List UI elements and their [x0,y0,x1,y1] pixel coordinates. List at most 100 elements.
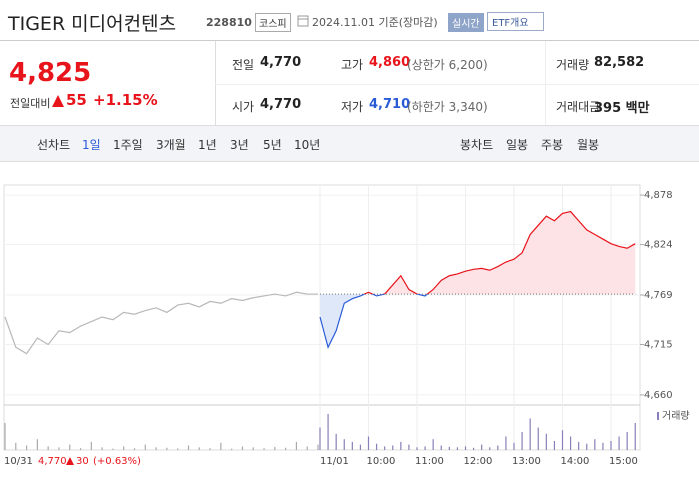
divider [215,41,216,125]
stat-label: 거래량 [556,58,590,72]
calendar-icon [297,15,309,27]
volume-bar [561,430,564,450]
volume-bar [586,443,588,450]
volume-bar [187,445,190,450]
x-label: 15:00 [609,456,638,467]
period-tab[interactable]: 5년 [263,138,282,152]
volume-bar [569,436,572,450]
y-tick-label: 4,715 [644,340,673,351]
volume-bar [4,423,6,450]
volume-bar [448,446,450,450]
volume-bar [626,432,628,450]
volume-bar [424,446,426,450]
period-tab[interactable]: 1일 [82,138,101,152]
volume-legend-icon [657,412,659,420]
volume-bar [317,444,319,450]
volume-bar [432,439,434,450]
realtime-button[interactable]: 실시간 [448,13,484,32]
stat-note: (상한가 6,200) [407,58,488,72]
line-down [319,294,429,349]
x-label: 10:00 [367,456,396,467]
volume-bar [602,442,604,450]
volume-bar [375,443,378,450]
stat-value: 4,710 [369,97,411,112]
volume-bar [155,447,157,450]
volume-bar [400,441,402,450]
divider [0,40,699,41]
summary-rate: (+0.63%) [93,456,141,467]
volume-bar [489,447,491,450]
stat-label: 고가 [341,58,364,72]
etf-overview-button[interactable]: ETF개요 [487,12,544,31]
x-label: 13:00 [512,456,541,467]
stat-note: (하한가 3,340) [407,100,488,114]
x-label: 11/01 [320,456,349,467]
stat-label: 전일 [232,58,255,72]
volume-bar [464,446,467,450]
volume-bar [47,446,49,450]
volume-bar [252,447,254,450]
volume-bar [25,445,28,450]
y-tick-label: 4,660 [644,390,673,401]
line-up [363,210,636,295]
volume-bar [634,423,636,450]
volume-bar [209,448,211,450]
volume-bar [220,442,222,450]
tab-label: 봉차트 [460,138,494,152]
stat-label: 거래대금 [556,100,601,114]
period-tab[interactable]: 3개월 [156,138,186,152]
volume-bar [241,446,244,450]
period-tab[interactable]: 1년 [198,138,217,152]
volume-bar [456,447,459,450]
volume-bar [578,441,580,450]
stat-value: 395 백만 [594,101,650,116]
volume-bar [481,444,483,450]
change: 55 [66,91,87,109]
x-label: 12:00 [464,456,493,467]
volume-bar [594,439,596,450]
previous-line [4,291,318,355]
volume-bar [359,444,362,450]
stat-value: 4,770 [260,55,302,70]
volume-bar [36,439,38,450]
period-tab[interactable]: 10년 [294,138,321,152]
x-label: 14:00 [561,456,590,467]
area-down [320,294,428,348]
period-tab[interactable]: 1주일 [113,138,143,152]
volume-bar [319,427,321,450]
y-tick-label: 4,769 [644,290,673,301]
candle-tab[interactable]: 월봉 [577,138,600,152]
volume-bar [513,442,515,450]
volume-bar [327,414,329,450]
y-tick-label: 4,878 [644,190,673,201]
volume-bar [440,445,442,450]
volume-bar [416,447,418,450]
volume-bar [79,448,82,450]
volume-bar [123,446,125,450]
volume-bar [263,448,265,450]
divider [545,41,546,125]
current-price: 4,825 [9,58,92,88]
volume-bar [392,445,394,450]
volume-bar [335,433,337,450]
volume-bar [295,441,298,450]
x-label: 11:00 [415,456,444,467]
period-tab[interactable]: 3년 [230,138,249,152]
volume-bar [529,418,531,450]
volume-bar [618,436,620,450]
volume-bar [367,436,370,450]
up-arrow [52,95,64,107]
chart-frame [3,184,641,451]
stat-label: 시가 [232,100,255,114]
volume-bar [553,441,556,450]
up-arrow [66,457,74,465]
volume-bar [15,442,17,450]
volume-bar [521,432,523,450]
tab-bar [0,125,699,162]
volume-legend: 거래량 [662,410,690,422]
candle-tab[interactable]: 주봉 [541,138,564,152]
volume-bar [166,447,168,450]
stat-value: 82,582 [594,55,645,70]
candle-tab[interactable]: 일봉 [506,138,529,152]
